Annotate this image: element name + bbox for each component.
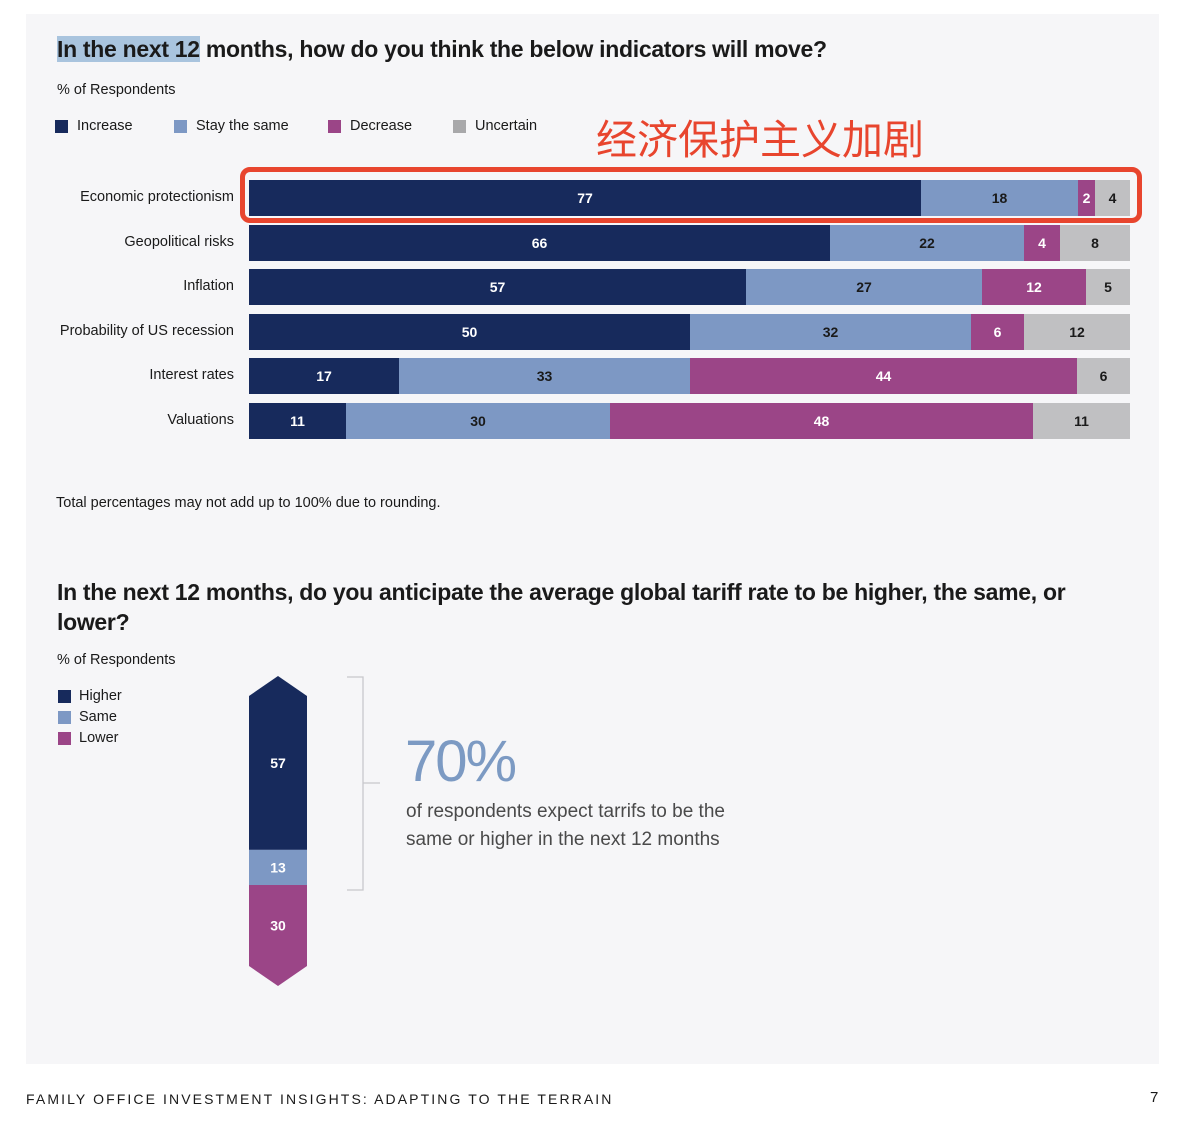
column-segment-same-label: 13 bbox=[270, 859, 286, 875]
bar-segment-decrease: 48 bbox=[610, 403, 1033, 439]
bar-segment-uncertain: 6 bbox=[1077, 358, 1130, 395]
bar-segment-decrease: 6 bbox=[971, 313, 1024, 350]
legend-swatch-decrease bbox=[328, 119, 341, 133]
bar-segment-increase: 77 bbox=[249, 180, 921, 216]
bar-segment-stay-same: 18 bbox=[921, 180, 1078, 216]
column-segment-lower bbox=[249, 885, 307, 986]
legend-label-higher: Higher bbox=[79, 688, 122, 704]
highlight-box bbox=[240, 167, 1142, 223]
chart1-ylabel: % of Respondents bbox=[57, 82, 176, 98]
bar-segment-stay-same: 32 bbox=[690, 313, 971, 350]
bar-segment-uncertain: 4 bbox=[1095, 180, 1130, 216]
chart1-title-rest: months, how do you think the below indic… bbox=[199, 36, 827, 62]
legend-label-stay-same: Stay the same bbox=[196, 118, 289, 134]
legend-label-same: Same bbox=[79, 709, 117, 725]
bar-segment-uncertain: 8 bbox=[1060, 224, 1130, 261]
legend-item-same: Same bbox=[58, 709, 117, 725]
legend-swatch-higher bbox=[58, 689, 71, 703]
chart1-title-highlight: In the next 12 bbox=[57, 36, 200, 62]
legend-item-decrease: Decrease bbox=[328, 118, 412, 134]
legend-item-uncertain: Uncertain bbox=[453, 118, 537, 134]
chart2-title: In the next 12 months, do you anticipate… bbox=[57, 579, 1066, 635]
column-segment-same bbox=[249, 849, 307, 885]
bar-segment-increase: 50 bbox=[249, 313, 690, 350]
legend-swatch-lower bbox=[58, 731, 71, 745]
annotation-text: 经济保护主义加剧 bbox=[596, 116, 924, 164]
legend-label-decrease: Decrease bbox=[350, 118, 413, 134]
legend-item-stay-same: Stay the same bbox=[174, 118, 289, 134]
legend-item-lower: Lower bbox=[58, 730, 119, 746]
chart1-title: In the next 12 months, how do you think … bbox=[57, 36, 827, 63]
legend-item-increase: Increase bbox=[55, 118, 133, 134]
bar-segment-decrease: 2 bbox=[1078, 180, 1095, 216]
bar-segment-uncertain: 12 bbox=[1024, 313, 1130, 350]
page-number: 7 bbox=[1150, 1089, 1159, 1106]
bar-segment-decrease: 44 bbox=[690, 358, 1077, 395]
legend-swatch-increase bbox=[55, 119, 68, 133]
bar-segment-increase: 17 bbox=[249, 358, 399, 395]
bar-segment-increase: 11 bbox=[249, 403, 346, 439]
callout-value: 70% bbox=[405, 729, 517, 794]
rounding-note: Total percentages may not add up to 100%… bbox=[56, 495, 441, 511]
legend-swatch-uncertain bbox=[453, 119, 466, 133]
legend-swatch-stay-same bbox=[174, 119, 187, 133]
row-label: Valuations bbox=[167, 412, 234, 428]
row-label: Probability of US recession bbox=[59, 322, 234, 339]
row-label: Inflation bbox=[183, 278, 234, 295]
column-segment-lower-label: 30 bbox=[270, 918, 286, 934]
bar-segment-stay-same: 30 bbox=[346, 403, 610, 439]
bar-segment-decrease: 12 bbox=[982, 269, 1086, 306]
chart2-ylabel: % of Respondents bbox=[57, 652, 176, 668]
column-segment-higher bbox=[249, 676, 307, 850]
bar-segment-decrease: 4 bbox=[1024, 224, 1060, 261]
legend-item-higher: Higher bbox=[58, 688, 122, 704]
legend-label-lower: Lower bbox=[79, 730, 119, 746]
legend-swatch-same bbox=[58, 710, 71, 724]
bar-segment-uncertain: 11 bbox=[1033, 403, 1130, 439]
footer-publication-title: FAMILY OFFICE INVESTMENT INSIGHTS: ADAPT… bbox=[26, 1091, 614, 1107]
bar-segment-increase: 66 bbox=[249, 224, 830, 261]
bar-segment-stay-same: 22 bbox=[830, 224, 1024, 261]
bar-segment-stay-same: 33 bbox=[399, 358, 690, 395]
row-label: Economic protectionism bbox=[80, 189, 234, 205]
callout-text: of respondents expect tarrifs to be the … bbox=[406, 801, 725, 850]
legend-label-uncertain: Uncertain bbox=[475, 118, 538, 134]
bar-segment-increase: 57 bbox=[249, 269, 746, 306]
callout-bracket bbox=[347, 676, 380, 891]
row-label: Geopolitical risks bbox=[124, 233, 234, 250]
row-label: Interest rates bbox=[149, 367, 234, 384]
column-segment-higher-label: 57 bbox=[270, 755, 286, 771]
bar-segment-uncertain: 5 bbox=[1086, 269, 1130, 306]
legend-label-increase: Increase bbox=[77, 118, 133, 134]
bar-segment-stay-same: 27 bbox=[746, 269, 982, 306]
